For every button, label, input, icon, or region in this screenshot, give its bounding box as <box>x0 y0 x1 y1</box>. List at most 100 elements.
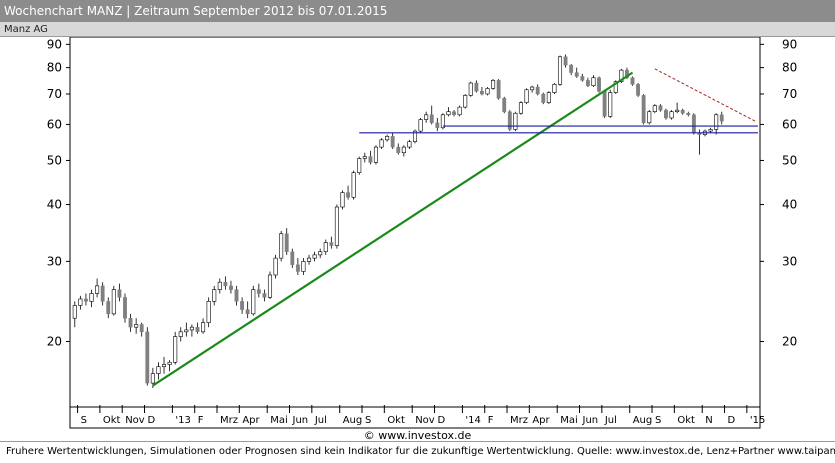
x-tick-label: '14 <box>465 415 480 426</box>
candle-up <box>78 298 83 306</box>
candle-up <box>401 146 406 154</box>
candle-up <box>373 146 378 163</box>
candle-up <box>212 289 217 302</box>
candle-down <box>295 264 300 272</box>
candle-up <box>201 322 206 333</box>
candle-up <box>591 77 596 86</box>
chart-title: Wochenchart MANZ | Zeitraum September 20… <box>0 0 835 22</box>
candle-up <box>362 156 367 159</box>
candle-down <box>541 93 546 103</box>
y-tick-label: 80 <box>47 61 62 75</box>
y-tick-label: 80 <box>782 61 797 75</box>
candle-up <box>72 305 77 319</box>
candle-up <box>89 293 94 302</box>
candle-down <box>262 293 267 298</box>
candle-up <box>385 136 390 141</box>
candle-down <box>719 114 724 122</box>
candle-down <box>658 105 663 111</box>
y-tick-label: 20 <box>782 334 797 348</box>
y-tick-label: 70 <box>782 87 797 101</box>
candle-up <box>714 114 719 130</box>
candle-down <box>664 109 668 119</box>
x-tick-label: Jul <box>604 415 617 426</box>
x-tick-label: Mrz <box>220 415 238 426</box>
x-tick-label: Aug <box>343 415 363 426</box>
candle-up <box>530 86 535 91</box>
candle-down <box>597 77 601 92</box>
candle-up <box>513 112 518 130</box>
candle-up <box>608 92 613 117</box>
x-tick-label: S <box>81 415 87 426</box>
candle-up <box>95 285 100 294</box>
candle-down <box>535 86 540 95</box>
candle-up <box>184 329 189 333</box>
candle-down <box>346 192 351 198</box>
candle-down <box>390 136 395 148</box>
disclaimer-footer: Fruhere Wertentwicklungen, Simulationen … <box>0 441 835 463</box>
y-tick-label: 40 <box>782 198 797 212</box>
candle-down <box>502 98 507 112</box>
candle-up <box>379 139 384 148</box>
candle-up <box>111 289 116 315</box>
candle-up <box>189 326 194 331</box>
candle-down <box>139 324 144 333</box>
candle-up <box>178 331 183 337</box>
candle-down <box>569 64 574 73</box>
y-tick-label: 50 <box>782 153 797 167</box>
candle-down <box>452 111 456 116</box>
candle-up <box>312 254 317 259</box>
candle-down <box>691 114 696 134</box>
candle-up <box>251 289 256 315</box>
candle-down <box>563 56 568 66</box>
x-tick-label: Okt <box>677 415 695 426</box>
x-tick-label: F <box>488 415 494 426</box>
candle-down <box>84 298 88 302</box>
x-tick-label: Okt <box>387 415 405 426</box>
candle-up <box>307 257 312 262</box>
candle-down <box>290 251 295 265</box>
y-tick-label: 90 <box>782 37 797 51</box>
candle-down <box>507 111 512 130</box>
candle-down <box>329 242 334 246</box>
candle-up <box>457 106 462 116</box>
candle-down <box>435 122 440 128</box>
candle-up <box>446 111 451 116</box>
candle-up <box>647 111 652 124</box>
y-tick-label: 60 <box>47 117 62 131</box>
candle-down <box>106 301 111 315</box>
candle-down <box>636 84 641 96</box>
x-tick-label: Nov <box>125 415 145 426</box>
x-tick-label: D <box>728 415 736 426</box>
x-tick-label: Okt <box>103 415 121 426</box>
candle-series <box>72 54 724 389</box>
x-tick-label: Jul <box>314 415 327 426</box>
candle-up <box>323 242 328 253</box>
candle-down <box>479 90 484 95</box>
candle-down <box>145 331 150 384</box>
candle-up <box>279 233 284 259</box>
candle-up <box>675 109 680 112</box>
y-tick-label: 70 <box>47 87 62 101</box>
candle-down <box>234 289 239 302</box>
candle-up <box>217 281 222 290</box>
x-tick-label: Jun <box>292 415 309 426</box>
candle-up <box>463 95 468 108</box>
x-tick-label: Mai <box>560 415 578 426</box>
candle-down <box>630 77 635 85</box>
x-tick-label: D <box>148 415 156 426</box>
y-tick-label: 30 <box>782 254 797 268</box>
candle-down <box>223 281 228 287</box>
candle-down <box>256 289 261 294</box>
x-axis: S Okt Nov D '13 F Mrz Apr Mai Jun Jul Aug S Okt Nov D '1… <box>77 405 765 426</box>
candle-down <box>117 289 122 298</box>
candle-down <box>128 318 133 328</box>
x-tick-label: '13 <box>175 415 190 426</box>
candle-up <box>652 105 657 112</box>
y-tick-label: 30 <box>47 254 62 268</box>
instrument-name: Manz AG <box>0 22 835 37</box>
candle-up <box>357 158 362 173</box>
candle-up <box>334 206 339 246</box>
y-tick-label: 40 <box>47 198 62 212</box>
y-tick-label: 50 <box>47 153 62 167</box>
